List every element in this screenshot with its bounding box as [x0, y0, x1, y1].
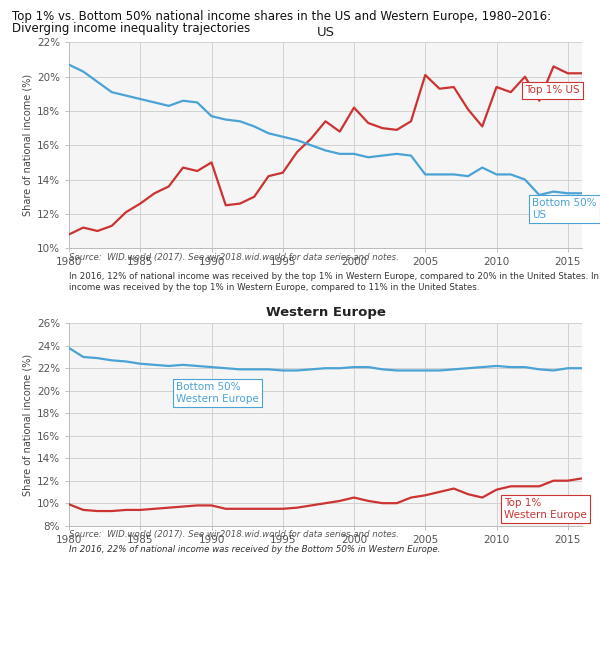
Text: Top 1%
Western Europe: Top 1% Western Europe: [503, 498, 586, 520]
Y-axis label: Share of national income (%): Share of national income (%): [23, 74, 32, 216]
Text: Diverging income inequality trajectories: Diverging income inequality trajectories: [12, 22, 250, 35]
Text: Source:  WID.world (2017). See wir2018.wid.world for data series and notes.: Source: WID.world (2017). See wir2018.wi…: [69, 253, 399, 261]
Text: In 2016, 12% of national income was received by the top 1% in Western Europe, co: In 2016, 12% of national income was rece…: [69, 272, 600, 292]
Text: Bottom 50%
US: Bottom 50% US: [532, 198, 596, 219]
Title: US: US: [317, 25, 335, 39]
Text: Top 1% US: Top 1% US: [525, 86, 580, 95]
Text: Source:  WID.world (2017). See wir2018.wid.world for data series and notes.: Source: WID.world (2017). See wir2018.wi…: [69, 530, 399, 539]
Text: In 2016, 22% of national income was received by the Bottom 50% in Western Europe: In 2016, 22% of national income was rece…: [69, 545, 440, 554]
Text: Top 1% vs. Bottom 50% national income shares in the US and Western Europe, 1980–: Top 1% vs. Bottom 50% national income sh…: [12, 10, 551, 23]
Text: Bottom 50%
Western Europe: Bottom 50% Western Europe: [176, 382, 259, 404]
Y-axis label: Share of national income (%): Share of national income (%): [23, 353, 32, 496]
Title: Western Europe: Western Europe: [266, 306, 385, 319]
